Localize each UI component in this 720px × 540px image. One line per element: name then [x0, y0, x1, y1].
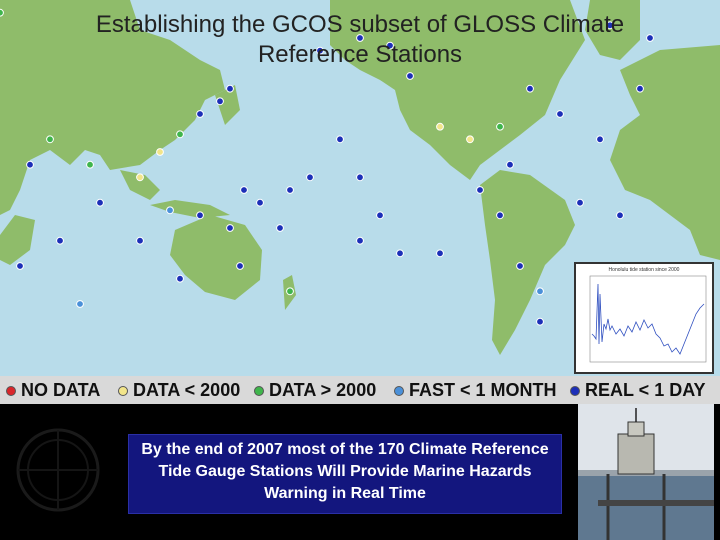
station-marker	[636, 84, 644, 93]
station-marker	[526, 84, 534, 93]
station-marker	[436, 249, 444, 258]
station-marker	[396, 249, 404, 258]
legend-item-fast: FAST < 1 MONTH	[394, 380, 557, 401]
station-marker	[556, 110, 564, 118]
legend-item-data-post-2000: DATA > 2000	[254, 380, 376, 401]
station-marker	[576, 198, 584, 207]
legend-dot-icon	[118, 386, 128, 397]
station-marker	[316, 46, 324, 55]
indonesia-land	[150, 200, 230, 218]
station-marker	[240, 186, 248, 194]
station-marker	[356, 34, 364, 42]
station-marker	[436, 122, 444, 131]
caption-box: By the end of 2007 most of the 170 Clima…	[128, 434, 562, 514]
legend-dot-icon	[254, 386, 264, 397]
legend-label: FAST < 1 MONTH	[409, 380, 557, 400]
station-marker	[336, 135, 344, 144]
station-marker	[176, 130, 184, 139]
station-marker	[256, 198, 264, 207]
greenland-land	[585, 0, 640, 60]
station-marker	[86, 160, 94, 169]
station-marker	[306, 173, 314, 182]
station-marker	[136, 236, 144, 245]
africa-land	[0, 215, 35, 265]
station-marker	[196, 211, 204, 220]
status-legend: NO DATA DATA < 2000 DATA > 2000 FAST < 1…	[0, 376, 720, 404]
legend-label: DATA < 2000	[133, 380, 241, 400]
legend-label: NO DATA	[21, 380, 101, 400]
tide-gauge-station-photo	[578, 404, 714, 540]
chart-thumb-plot	[589, 275, 707, 363]
station-marker	[16, 262, 24, 270]
chart-thumb-series	[591, 283, 705, 355]
station-marker	[356, 173, 364, 182]
station-marker	[646, 34, 654, 42]
station-marker	[506, 160, 514, 169]
station-marker	[406, 72, 414, 80]
station-marker	[466, 135, 474, 144]
station-marker	[286, 287, 294, 296]
station-marker	[276, 224, 284, 232]
station-marker	[386, 41, 394, 50]
station-marker	[0, 8, 4, 17]
station-marker	[226, 224, 234, 232]
page-title: Establishing the GCOS subset of GLOSS Cl…	[95, 11, 625, 68]
station-marker	[596, 135, 604, 144]
station-marker	[196, 110, 204, 118]
station-marker	[216, 97, 224, 106]
station-marker	[236, 262, 244, 270]
station-marker	[536, 317, 544, 326]
station-marker	[46, 135, 54, 144]
station-marker	[56, 236, 64, 245]
organization-emblem-icon	[16, 428, 100, 512]
legend-label: REAL < 1 DAY	[585, 380, 706, 400]
station-marker	[26, 160, 34, 169]
eurasia-land	[0, 0, 225, 215]
station-marker	[226, 84, 234, 93]
legend-dot-icon	[570, 386, 580, 397]
station-marker	[536, 287, 544, 296]
station-marker	[176, 274, 184, 283]
legend-item-no-data: NO DATA	[6, 380, 100, 401]
station-marker	[96, 198, 104, 207]
station-marker	[496, 211, 504, 220]
legend-item-real: REAL < 1 DAY	[570, 380, 706, 401]
legend-dot-icon	[6, 386, 16, 397]
station-marker	[286, 186, 294, 194]
station-marker	[166, 206, 174, 215]
station-marker	[156, 148, 164, 156]
station-marker	[616, 211, 624, 220]
southeast-asia-land	[120, 170, 160, 200]
station-marker	[136, 173, 144, 182]
sea-level-chart-thumbnail: Honolulu tide station since 2000	[574, 262, 714, 374]
australia-land	[170, 215, 262, 300]
japan-land	[215, 85, 240, 125]
station-marker	[356, 236, 364, 245]
legend-label: DATA > 2000	[269, 380, 377, 400]
legend-dot-icon	[394, 386, 404, 397]
station-marker	[76, 300, 84, 308]
europe-africa-land	[610, 45, 720, 260]
station-marker	[376, 211, 384, 220]
station-marker	[496, 122, 504, 131]
legend-item-data-pre-2000: DATA < 2000	[118, 380, 240, 401]
station-marker	[476, 186, 484, 194]
station-marker	[516, 262, 524, 270]
station-marker	[606, 21, 614, 30]
chart-thumb-title: Honolulu tide station since 2000	[608, 267, 680, 273]
